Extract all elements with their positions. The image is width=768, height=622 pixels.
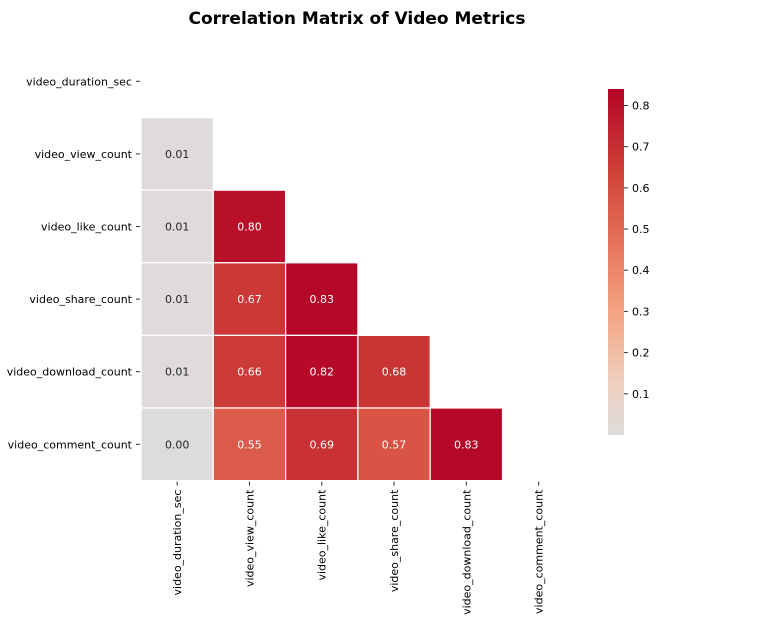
y-tick-label: video_download_count — [7, 366, 133, 379]
colorbar-tick-label: 0.4 — [632, 264, 650, 277]
heatmap-cell — [140, 189, 214, 264]
heatmap-cell — [357, 407, 431, 482]
heatmap-cells: 0.01 0.01 0.80 0.01 0.67 0.83 0.01 0.66 0.82 0.68… — [140, 116, 504, 482]
x-tick-label: video_download_count — [460, 489, 473, 615]
x-tick-label: video_share_count — [388, 489, 401, 592]
y-tick-label: video_comment_count — [8, 438, 133, 451]
colorbar-tick-label: 0.7 — [632, 141, 650, 154]
y-tick-label: video_like_count — [41, 221, 133, 234]
heatmap-cell — [212, 407, 287, 482]
heatmap-cell-label: 0.82 — [310, 366, 335, 379]
heatmap-cell-label: 0.01 — [165, 366, 190, 379]
y-tick-label: video_share_count — [29, 293, 132, 306]
y-tick-label: video_view_count — [35, 148, 133, 161]
heatmap-cell-label: 0.80 — [237, 221, 262, 234]
heatmap-cell — [285, 407, 359, 482]
heatmap-cell — [357, 334, 431, 409]
colorbar-tick-label: 0.1 — [632, 388, 650, 401]
heatmap-cell — [285, 262, 359, 336]
y-tick-labels: video_duration_sec video_view_count video_… — [7, 75, 140, 451]
colorbar-tick-label: 0.6 — [632, 182, 650, 195]
heatmap-cell-label: 0.01 — [165, 221, 190, 234]
heatmap-cell-label: 0.83 — [454, 438, 479, 451]
x-tick-label: video_duration_sec — [171, 490, 184, 596]
heatmap-cell-label: 0.67 — [237, 293, 262, 306]
heatmap-cell-label: 0.69 — [310, 438, 335, 451]
colorbar-gradient — [608, 89, 624, 435]
colorbar-tick-label: 0.3 — [632, 305, 650, 318]
x-tick-labels: video_duration_sec video_view_count video_… — [171, 481, 546, 615]
heatmap-cell — [140, 116, 214, 191]
heatmap-cell — [212, 334, 287, 409]
heatmap-cell — [429, 407, 504, 482]
heatmap-cell-label: 0.57 — [382, 438, 407, 451]
chart-title: Correlation Matrix of Video Metrics — [189, 9, 526, 29]
heatmap-cell-label: 0.83 — [310, 293, 335, 306]
y-tick-label: video_duration_sec — [26, 75, 132, 88]
colorbar: 0.1 0.2 0.3 0.4 0.5 0.6 0.7 0.8 — [608, 89, 650, 435]
colorbar-tick-label: 0.8 — [632, 100, 650, 113]
heatmap-cell-label: 0.68 — [382, 366, 407, 379]
x-tick-label: video_view_count — [243, 489, 256, 587]
heatmap-cell-label: 0.66 — [237, 366, 262, 379]
heatmap-cell-label: 0.55 — [237, 438, 262, 451]
heatmap-cell — [212, 189, 287, 264]
x-tick-label: video_like_count — [316, 489, 329, 581]
heatmap-cell-label: 0.00 — [165, 438, 190, 451]
x-tick-label: video_comment_count — [533, 489, 546, 614]
colorbar-tick-label: 0.2 — [632, 347, 650, 360]
colorbar-tick-label: 0.5 — [632, 223, 650, 236]
heatmap-cell-label: 0.01 — [165, 293, 190, 306]
heatmap-cell-label: 0.01 — [165, 148, 190, 161]
